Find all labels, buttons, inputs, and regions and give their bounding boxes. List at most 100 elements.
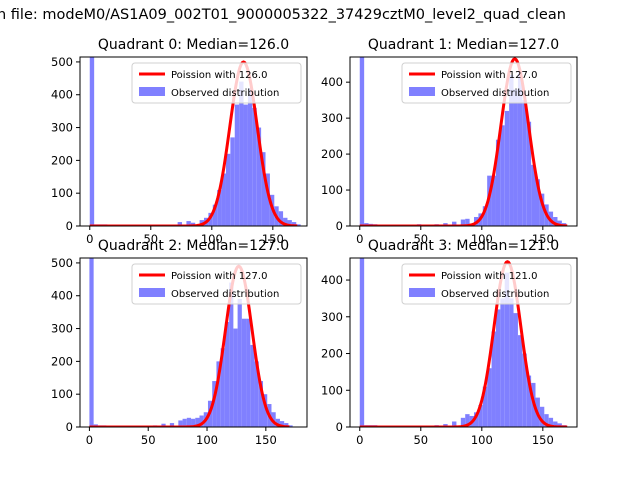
histogram-bar (517, 335, 523, 427)
legend-box (401, 62, 572, 104)
histogram-bar (553, 421, 558, 427)
y-tick-label: 400 (321, 75, 343, 89)
legend: Poission with 121.0 Observed distribution (401, 263, 572, 305)
y-tick-label: 200 (321, 347, 343, 361)
histogram-bar (191, 418, 196, 427)
histogram-bar (504, 110, 510, 226)
histogram-bar (89, 258, 94, 427)
histogram-bar (287, 220, 292, 226)
legend-bar-swatch (409, 288, 435, 297)
x-tick-label: 0 (86, 232, 93, 246)
legend: Poission with 126.0 Observed distribution (131, 62, 302, 104)
histogram-bar (460, 417, 466, 427)
legend: Poission with 127.0 Observed distribution (401, 62, 572, 104)
histogram-bar (186, 221, 191, 226)
histogram-bar (220, 348, 225, 427)
legend-label-observed: Observed distribution (171, 88, 279, 99)
y-tick-label: 200 (51, 153, 73, 167)
histogram-bar (169, 423, 175, 427)
x-tick-label: 0 (356, 232, 363, 246)
axes-frame (349, 56, 578, 227)
legend-box (131, 263, 302, 305)
histogram-bar (284, 423, 289, 427)
histogram-bar (482, 206, 488, 226)
histogram-bar (212, 381, 217, 427)
histogram-bar (539, 193, 545, 226)
x-tick-label: 100 (201, 232, 223, 246)
histogram-bar (513, 89, 518, 226)
histogram-bar (229, 282, 234, 427)
histogram-bar (182, 418, 187, 427)
histogram-bar (495, 139, 501, 226)
histogram-bar (258, 381, 264, 427)
histogram-bar (465, 414, 470, 427)
histogram-bar (557, 423, 562, 427)
plot-area (359, 258, 568, 427)
legend-bar-swatch (139, 288, 165, 297)
histogram-bar (265, 173, 270, 226)
legend-box (131, 62, 302, 104)
histogram-bar (288, 425, 293, 427)
histogram-bar (186, 417, 192, 427)
y-tick-label: 300 (321, 111, 343, 125)
histogram-bar (491, 175, 496, 226)
axes-frame (79, 257, 308, 428)
histogram-bar (452, 421, 457, 427)
histogram-bar (279, 421, 285, 427)
histogram-bar (500, 298, 505, 427)
histogram-bar (221, 173, 226, 226)
legend-label-observed: Observed distribution (171, 289, 279, 300)
histogram-bar (509, 298, 514, 427)
y-tick-label: 200 (51, 354, 73, 368)
legend-label-poisson: Poission with 127.0 (171, 271, 267, 282)
figure-suptitle: n file: modeM0/AS1A09_002T01_9000005322_… (0, 7, 566, 23)
legend-bar-swatch (409, 87, 435, 96)
histogram-bar (460, 219, 466, 226)
histogram-bar (195, 417, 200, 427)
subplot-title: Quadrant 1: Median=127.0 (368, 37, 559, 53)
plot-area (89, 258, 293, 427)
histogram-bar (535, 179, 540, 226)
axes-frame (349, 257, 578, 428)
histogram-bar (177, 222, 183, 226)
histogram-bar (247, 88, 253, 226)
histogram-bar (230, 137, 235, 226)
histogram-bar (283, 217, 288, 226)
histogram-bar (216, 361, 221, 427)
x-tick-label: 50 (413, 232, 428, 246)
x-tick-label: 150 (532, 232, 554, 246)
x-tick-label: 100 (471, 232, 493, 246)
subplot-quadrant-1: 0 50 100 150 0 100 200 300 400 Quadrant 1: Median… (321, 37, 578, 246)
histogram-bar (359, 258, 365, 427)
subplot-title: Quadrant 0: Median=126.0 (98, 37, 289, 53)
y-tick-label: 300 (51, 322, 73, 336)
histogram-bar (275, 418, 280, 427)
histogram-bar (237, 299, 242, 427)
y-tick-label: 0 (66, 219, 73, 233)
subplot-title: Quadrant 3: Median=121.0 (368, 238, 559, 254)
histogram-bar (548, 417, 554, 427)
y-tick-label: 0 (66, 420, 73, 434)
histogram-bar (359, 57, 365, 226)
x-tick-label: 150 (532, 433, 554, 447)
poisson-curve (359, 260, 568, 427)
x-tick-label: 50 (141, 433, 156, 447)
y-tick-label: 100 (321, 183, 343, 197)
histogram-bar (539, 406, 545, 427)
histogram-bar (250, 344, 255, 427)
histogram-bar (261, 152, 266, 226)
histogram-bar (522, 100, 527, 226)
histogram-bar (252, 107, 257, 226)
histogram-bar (278, 211, 284, 226)
histogram-bar (263, 394, 268, 427)
x-tick-label: 0 (86, 433, 93, 447)
y-tick-label: 100 (51, 387, 73, 401)
histogram-bar (487, 368, 492, 427)
legend-label-poisson: Poission with 127.0 (441, 70, 537, 81)
histogram-bar (178, 420, 183, 427)
histogram-bar (526, 121, 532, 226)
histogram-bar (89, 57, 95, 226)
y-tick-label: 300 (321, 310, 343, 324)
histogram-bar (491, 331, 496, 427)
histogram-bar (296, 224, 301, 226)
